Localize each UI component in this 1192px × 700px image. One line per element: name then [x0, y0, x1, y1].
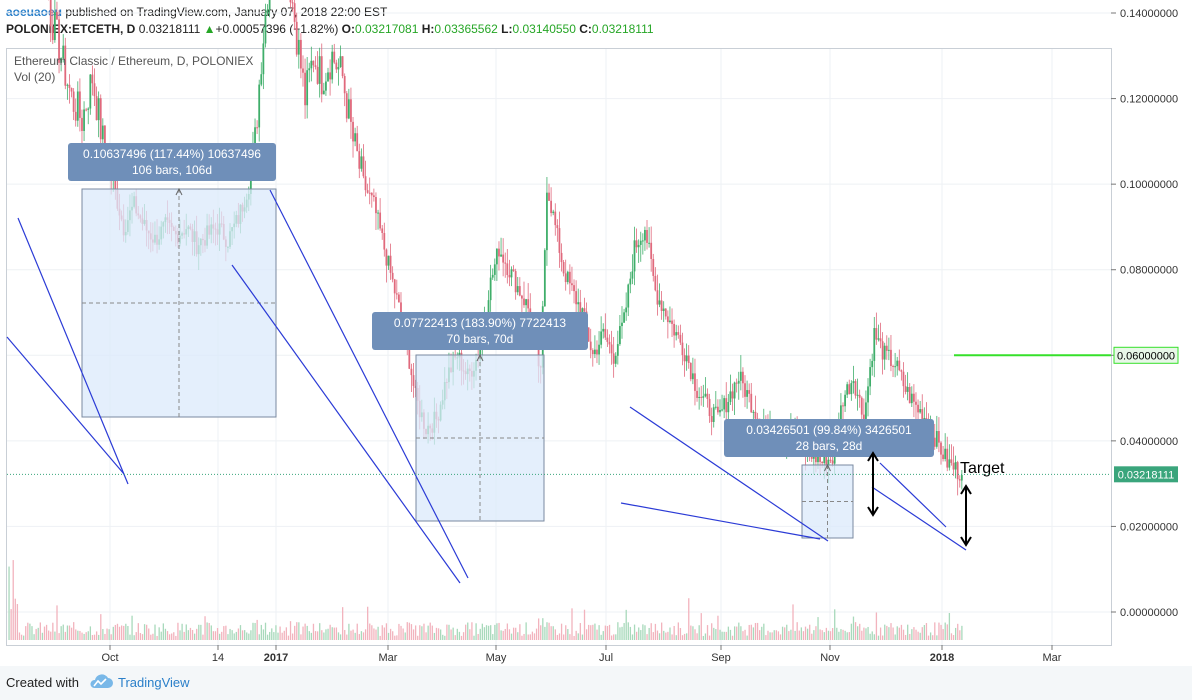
x-tick-label: 14: [212, 652, 224, 664]
x-tick-label: 2017: [264, 652, 288, 664]
x-tick-label: Mar: [1043, 652, 1062, 664]
y-tick-label: 0.08000000: [1120, 265, 1178, 277]
up-arrow-icon: ▲: [203, 22, 216, 36]
y-tick-label: 0.02000000: [1120, 521, 1178, 533]
low-label: L:: [501, 22, 513, 36]
target-price-tag: [1113, 346, 1179, 364]
symbol-label: POLONIEX:ETCETH, D: [6, 22, 136, 36]
tradingview-link[interactable]: TradingView: [118, 675, 190, 690]
last-price-text: 0.03218111: [1118, 469, 1174, 481]
open-value: 0.03217081: [355, 22, 419, 36]
created-with-text: Created with: [6, 675, 79, 690]
target-price-text: 0.06000000: [1117, 350, 1175, 362]
footer: Created with TradingView: [0, 666, 1192, 700]
chart-legend: Ethereum Classic / Ethereum, D, POLONIEX…: [14, 53, 253, 85]
ohlc-line: POLONIEX:ETCETH, D 0.03218111 ▲+0.000573…: [6, 22, 654, 36]
volume-indicator-label: Vol (20): [14, 70, 56, 84]
high-label: H:: [421, 22, 435, 36]
published-text: published on TradingView.com, January 07…: [65, 5, 388, 19]
y-tick-label: 0.12000000: [1120, 94, 1178, 106]
x-tick-label: May: [486, 652, 507, 664]
y-tick-label: 0.00000000: [1120, 607, 1178, 619]
y-tick-label: 0.04000000: [1120, 436, 1178, 448]
x-tick-label: Nov: [820, 652, 840, 664]
x-tick-label: Jul: [599, 652, 613, 664]
open-label: O:: [341, 22, 355, 36]
x-tick-label: Oct: [101, 652, 118, 664]
low-value: 0.03140550: [512, 22, 576, 36]
close-value: 0.03218111: [591, 22, 654, 36]
x-tick-label: Mar: [379, 652, 398, 664]
close-label: C:: [579, 22, 592, 36]
author-link[interactable]: aoeuaoeu: [6, 5, 63, 19]
last-price-tag: [1114, 466, 1178, 483]
series-title: Ethereum Classic / Ethereum, D, POLONIEX: [14, 54, 254, 68]
high-value: 0.03365562: [434, 22, 498, 36]
publish-line: aoeuaoeu published on TradingView.com, J…: [6, 5, 387, 19]
x-tick-label: Sep: [711, 652, 731, 664]
chart-pane[interactable]: [6, 48, 1112, 646]
chart-header: aoeuaoeu published on TradingView.com, J…: [0, 0, 1192, 40]
y-tick-label: 0.10000000: [1120, 179, 1178, 191]
change-value: +0.00057396 (+1.82%): [215, 22, 339, 36]
tradingview-cloud-icon: [90, 674, 113, 688]
y-tick-label: 0.06000000: [1120, 350, 1178, 362]
x-tick-label: 2018: [930, 652, 954, 664]
last-price: 0.03218111: [138, 22, 201, 36]
